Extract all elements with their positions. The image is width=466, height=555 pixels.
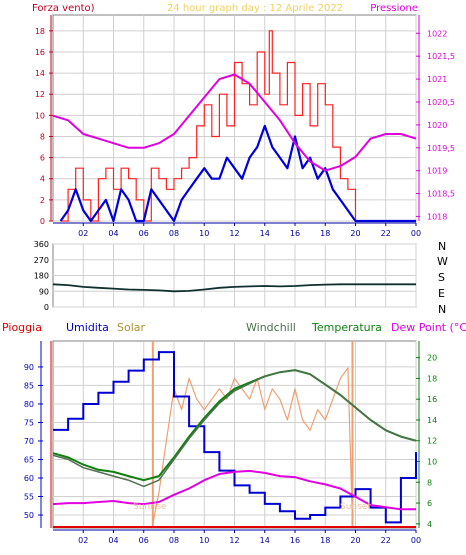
- wind-x-tick-label: 06: [139, 229, 149, 238]
- legend-umidita: Umidita: [66, 321, 109, 334]
- direction-label-n-top: N: [438, 240, 446, 253]
- direction-axis-tick-label: 0: [44, 303, 49, 312]
- temperature-axis-tick-label: 4: [427, 520, 432, 529]
- humidity-axis-tick-label: 75: [24, 418, 34, 427]
- temperature-axis-tick-label: 16: [427, 395, 437, 404]
- temperature-axis-tick-label: 20: [427, 354, 437, 363]
- humidity-axis-tick-label: 70: [24, 437, 34, 446]
- wind-axis-tick-label: 0: [40, 217, 45, 226]
- wind-average-series: [59, 124, 416, 223]
- wind-x-tick-label: 10: [199, 229, 209, 238]
- direction-axis-tick-label: 90: [39, 287, 49, 296]
- legend-solar: Solar: [117, 321, 146, 334]
- pressure-axis-tick-label: 1020: [427, 121, 447, 130]
- wind-axis-title: Forza vento): [32, 3, 95, 14]
- wind-axis-tick-label: 6: [40, 154, 45, 163]
- wind-x-tick-label: 02: [78, 229, 88, 238]
- direction-axis-tick-label: 180: [34, 272, 49, 281]
- wind-x-tick-label: 04: [108, 229, 118, 238]
- wind-x-tick-label: 20: [350, 229, 360, 238]
- temperature-axis-tick-label: 18: [427, 374, 437, 383]
- solar-series: [152, 367, 354, 524]
- wind-x-tick-label: 08: [169, 229, 179, 238]
- humidity-axis-tick-label: 80: [24, 400, 34, 409]
- temperature-axis-tick-label: 12: [427, 437, 437, 446]
- direction-axis-tick-label: 270: [34, 256, 49, 265]
- direction-label-w: W: [437, 255, 448, 268]
- humidity-axis-tick-label: 60: [24, 474, 34, 483]
- temperature-axis-tick-label: 10: [427, 458, 437, 467]
- humidity-axis-tick-label: 90: [24, 363, 34, 372]
- legend-dewpoint: Dew Point (°C): [391, 321, 466, 334]
- humidity-axis-tick-label: 50: [24, 511, 34, 520]
- wind-axis-tick-label: 16: [35, 48, 45, 57]
- humidity-axis-tick-label: 55: [24, 493, 34, 502]
- sunrise-label: Sunrise: [133, 502, 167, 512]
- wind-axis-tick-label: 14: [35, 69, 45, 78]
- direction-label-s: S: [438, 271, 445, 284]
- wind-gust-series: [60, 30, 416, 222]
- pressure-axis-title: Pressione: [370, 3, 418, 14]
- wind-x-tick-label: 22: [381, 229, 391, 238]
- pressure-axis-tick-label: 1021,5: [427, 52, 455, 61]
- thermo-x-tick-label: 10: [199, 536, 209, 545]
- humidity-axis-tick-label: 65: [24, 455, 34, 464]
- pressure-series: [52, 73, 417, 172]
- thermo-x-tick-label: 16: [290, 536, 300, 545]
- wind-x-tick-label: 12: [229, 229, 239, 238]
- temperature-axis-tick-label: 8: [427, 478, 432, 487]
- temperature-axis-tick-label: 6: [427, 499, 432, 508]
- wind-axis-tick-label: 12: [35, 90, 45, 99]
- sunset-label: Sunset: [340, 502, 371, 512]
- wind-x-tick-label: 00: [411, 229, 421, 238]
- pressure-axis-tick-label: 1018: [427, 212, 447, 221]
- direction-label-n-bottom: N: [438, 303, 446, 316]
- direction-axis-tick-label: 360: [34, 240, 49, 249]
- pressure-axis-tick-label: 1019: [427, 167, 447, 176]
- thermo-x-tick-label: 00: [411, 536, 421, 545]
- thermo-x-tick-label: 02: [78, 536, 88, 545]
- thermo-x-tick-label: 06: [139, 536, 149, 545]
- windchill-series: [52, 369, 417, 488]
- thermo-x-tick-label: 04: [108, 536, 118, 545]
- wind-direction-series: [52, 283, 416, 293]
- wind-x-tick-label: 16: [290, 229, 300, 238]
- wind-x-tick-label: 14: [260, 229, 270, 238]
- wind-axis-tick-label: 18: [35, 27, 45, 36]
- temperature-axis-tick-label: 14: [427, 416, 437, 425]
- pressure-axis-tick-label: 1020,5: [427, 98, 455, 107]
- graph-title: 24 hour graph day : 12 Aprile 2022: [167, 3, 343, 14]
- thermo-x-tick-label: 14: [260, 536, 270, 545]
- thermo-x-tick-label: 12: [229, 536, 239, 545]
- thermo-x-tick-label: 08: [169, 536, 179, 545]
- thermo-x-tick-label: 20: [350, 536, 360, 545]
- wind-axis-tick-label: 4: [40, 175, 45, 184]
- humidity-axis-tick-label: 85: [24, 381, 34, 390]
- direction-label-e: E: [438, 287, 445, 300]
- humidity-series: [53, 351, 417, 524]
- thermo-x-tick-label: 18: [320, 536, 330, 545]
- legend-temperatura: Temperatura: [311, 321, 382, 334]
- pressure-axis-tick-label: 1021: [427, 75, 447, 84]
- pressure-axis-tick-label: 1022: [427, 29, 447, 38]
- wind-axis-tick-label: 2: [40, 196, 45, 205]
- legend-pioggia: Pioggia: [2, 321, 42, 334]
- legend-windchill: Windchill: [246, 321, 296, 334]
- wind-x-tick-label: 18: [320, 229, 330, 238]
- pressure-axis-tick-label: 1019,5: [427, 144, 455, 153]
- wind-axis-tick-label: 8: [40, 132, 45, 141]
- dewpoint-series: [52, 469, 416, 511]
- pressure-axis-tick-label: 1018,5: [427, 190, 455, 199]
- thermo-x-tick-label: 22: [381, 536, 391, 545]
- wind-axis-tick-label: 10: [35, 111, 45, 120]
